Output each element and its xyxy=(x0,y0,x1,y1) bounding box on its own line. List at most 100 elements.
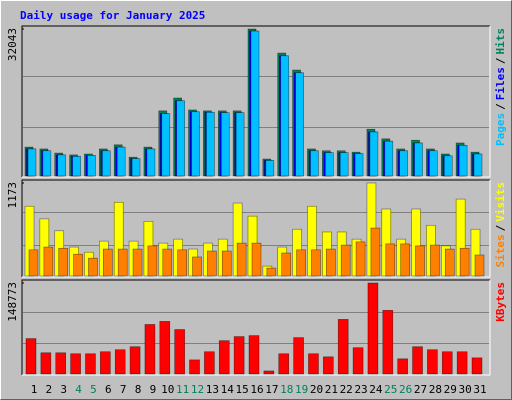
x-tick-label: 4 xyxy=(75,383,82,396)
bar xyxy=(43,246,54,277)
bar xyxy=(85,353,96,375)
x-tick-label: 21 xyxy=(325,383,338,396)
bar xyxy=(206,111,215,177)
bar xyxy=(162,248,173,277)
bar xyxy=(161,113,171,177)
x-tick-label: 31 xyxy=(473,383,486,396)
bar xyxy=(147,245,158,277)
x-tick-label: 16 xyxy=(250,383,263,396)
bar xyxy=(370,227,381,277)
bar xyxy=(427,349,438,375)
bar xyxy=(236,242,247,277)
bar xyxy=(399,150,408,177)
x-tick-label: 12 xyxy=(191,383,204,396)
chart-title: Daily usage for January 2025 xyxy=(20,9,205,22)
y-tick-label: 148773 xyxy=(6,282,19,322)
bar xyxy=(129,346,141,375)
legend: KBytes xyxy=(494,282,507,322)
bar xyxy=(473,153,483,177)
plot-border xyxy=(21,25,490,177)
bar xyxy=(103,248,113,277)
x-tick-label: 29 xyxy=(444,383,457,396)
legend-separator: / xyxy=(494,57,507,64)
plot-border xyxy=(21,279,490,375)
bar xyxy=(207,250,217,277)
bar xyxy=(352,347,364,375)
bar xyxy=(58,247,69,277)
y-tick-label: 32043 xyxy=(6,28,19,61)
bar xyxy=(131,158,141,177)
bar xyxy=(88,257,98,277)
bar xyxy=(25,338,37,375)
bar xyxy=(235,112,245,177)
legend: Pages / Files / Hits xyxy=(494,28,507,146)
bar xyxy=(326,248,336,277)
bar xyxy=(310,150,319,177)
bar xyxy=(340,244,351,277)
bar xyxy=(397,358,408,375)
bar xyxy=(146,148,156,177)
bar xyxy=(458,144,468,177)
plot-border xyxy=(22,180,491,278)
bar xyxy=(177,249,187,277)
plot-border xyxy=(22,26,491,178)
bar xyxy=(429,150,438,177)
x-tick-label: 11 xyxy=(176,383,189,396)
bar xyxy=(176,100,185,177)
bar xyxy=(159,321,171,375)
bar xyxy=(430,244,440,277)
bar xyxy=(471,357,483,375)
x-tick-label: 17 xyxy=(265,383,278,396)
legend-entry: Sites xyxy=(494,234,507,267)
x-tick-label: 20 xyxy=(310,383,323,396)
x-tick-label: 2 xyxy=(46,383,53,396)
bar xyxy=(250,30,260,177)
bar xyxy=(367,282,379,375)
bar xyxy=(308,353,319,375)
bar xyxy=(102,150,111,177)
x-tick-label: 27 xyxy=(414,383,427,396)
bar xyxy=(459,247,470,277)
bar xyxy=(325,152,334,177)
bar xyxy=(385,243,396,277)
bar xyxy=(248,335,260,375)
bar xyxy=(233,336,245,375)
bar xyxy=(100,351,111,375)
legend-entry: Visits xyxy=(494,182,507,222)
bar xyxy=(192,256,202,277)
bar xyxy=(40,352,52,375)
x-tick-label: 7 xyxy=(120,383,127,396)
bar xyxy=(369,131,379,177)
x-tick-label: 18 xyxy=(280,383,293,396)
bar xyxy=(355,241,366,277)
bar xyxy=(295,72,304,177)
bar xyxy=(412,346,423,375)
bar xyxy=(339,152,349,177)
bar xyxy=(281,252,292,277)
bar xyxy=(443,155,453,177)
bar xyxy=(293,337,304,375)
bar xyxy=(132,248,143,277)
bar xyxy=(266,267,277,277)
bar xyxy=(337,319,349,375)
bar xyxy=(55,352,67,375)
bar xyxy=(221,250,232,277)
bar xyxy=(280,55,290,177)
bar xyxy=(441,351,453,375)
legend-separator: / xyxy=(494,103,507,110)
x-tick-label: 26 xyxy=(399,383,412,396)
bar xyxy=(415,245,425,277)
bar xyxy=(189,359,200,375)
x-tick-label: 19 xyxy=(295,383,308,396)
legend-entry: KBytes xyxy=(494,282,507,322)
bar xyxy=(263,370,275,375)
bar xyxy=(265,160,275,177)
x-tick-label: 8 xyxy=(135,383,142,396)
bar xyxy=(87,155,96,177)
legend-entry: Files xyxy=(494,67,507,100)
bar xyxy=(278,353,290,375)
bar xyxy=(116,146,126,177)
bar xyxy=(400,243,410,277)
x-tick-label: 13 xyxy=(206,383,219,396)
